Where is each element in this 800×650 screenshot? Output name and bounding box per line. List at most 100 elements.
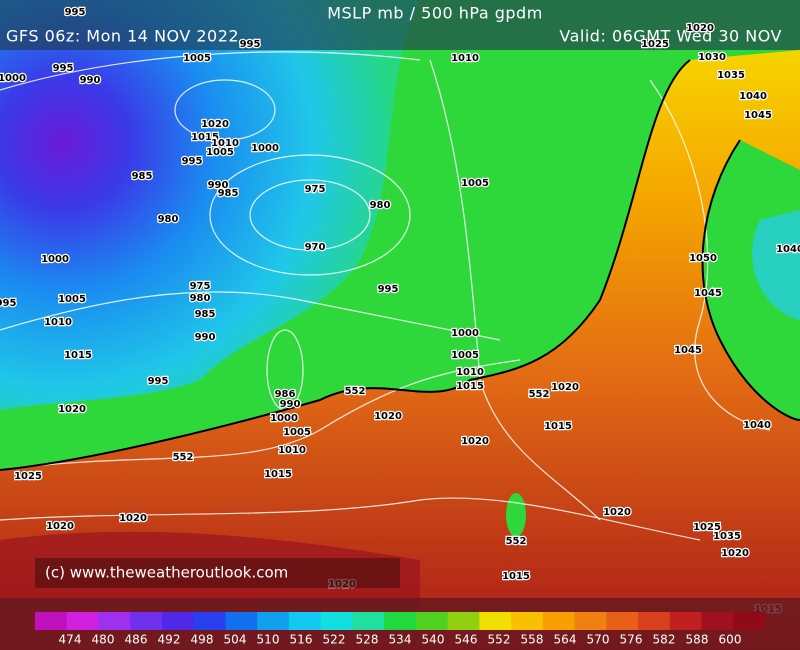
colorbar-label: 546 (455, 633, 478, 647)
colorbar-swatch (98, 612, 131, 630)
isobar-label: 1010 (211, 138, 239, 149)
isobar-label: 1005 (283, 427, 311, 438)
colorbar-label: 564 (554, 633, 577, 647)
cold-air (0, 0, 420, 410)
cyan-pocket (752, 210, 800, 320)
isobar-label: 1005 (461, 178, 489, 189)
isobar-label: 1005 (206, 147, 234, 158)
green-pocket (702, 140, 800, 420)
isobar-label: 995 (148, 376, 169, 387)
isobar-label: 1010 (451, 53, 479, 64)
colorbar-swatch (130, 612, 163, 630)
colorbar-swatch (288, 612, 322, 630)
isobar-label: 1000 (41, 254, 69, 265)
colorbar-swatch (574, 612, 607, 630)
isobar-label: 995 (378, 284, 399, 295)
isobar (0, 291, 501, 341)
isobar-label: 990 (208, 180, 229, 191)
isobar-label: 1045 (744, 110, 772, 121)
isobar-label: 1020 (58, 404, 86, 415)
title: MSLP mb / 500 hPa gpdm (327, 4, 543, 23)
isobar (429, 59, 601, 521)
colorbar-swatch (415, 612, 449, 630)
isobar-label: 1000 (270, 413, 298, 424)
colorbar-swatch (511, 612, 544, 630)
isobar-label: 1020 (721, 548, 749, 559)
isobar-label: 1020 (686, 23, 714, 34)
isobar-label: 1035 (713, 531, 741, 542)
isobar-label: 1000 (0, 73, 26, 84)
colorbar-swatch (35, 612, 68, 630)
isobar-label: 1020 (46, 521, 74, 532)
isobar (649, 79, 771, 431)
isobar-label: 1025 (693, 522, 721, 533)
isobar-label: 1010 (278, 445, 306, 456)
colorbar-label: 582 (653, 633, 676, 647)
isobar-label: 1020 (374, 411, 402, 422)
isobar-label: 995 (240, 39, 261, 50)
run-info: GFS 06z: Mon 14 NOV 2022 (6, 27, 239, 46)
isobar (0, 359, 521, 471)
isobar-label: 1050 (689, 253, 717, 264)
isobars (0, 51, 800, 541)
colorbar-swatch (542, 612, 576, 630)
isobar-label: 1020 (461, 436, 489, 447)
isobar-label: 985 (132, 171, 153, 182)
isobar-label: 1010 (456, 367, 484, 378)
isobar (174, 79, 276, 141)
colorbar-label: 558 (521, 633, 544, 647)
isobar-label: 1015 (64, 350, 92, 361)
colorbar-swatch (320, 612, 353, 630)
copyright-band (35, 558, 400, 588)
colorbar-label: 492 (158, 633, 181, 647)
colorbar-label: 528 (356, 633, 379, 647)
isobar-label: 1020 (551, 382, 579, 393)
green-cell (506, 493, 526, 537)
isobar-label: 1040 (776, 244, 800, 255)
colorbar-label: 474 (59, 633, 82, 647)
isobar-label: 1000 (451, 328, 479, 339)
isobar (0, 51, 421, 91)
isobar-label: 1025 (14, 471, 42, 482)
isobar-label: 986 (275, 389, 296, 400)
isobar-label: 980 (190, 293, 211, 304)
colorbar-swatch (66, 612, 99, 630)
colorbar-swatch (606, 612, 639, 630)
colorbar-label: 516 (290, 633, 313, 647)
colorbar-label: 534 (389, 633, 412, 647)
isobar-label: 1035 (717, 70, 745, 81)
valid-time: Valid: 06GMT Wed 30 NOV (559, 27, 782, 46)
isobar-label: 1045 (674, 345, 702, 356)
isobar-label: 1030 (698, 52, 726, 63)
colorbar-swatch (225, 612, 258, 630)
isobar-label: 1005 (183, 53, 211, 64)
isobar-label: 1015 (502, 571, 530, 582)
colorbar-swatch (193, 612, 226, 630)
isobar-label: 975 (305, 184, 326, 195)
isobar-label: 1015 (544, 421, 572, 432)
colorbar-label: 480 (92, 633, 115, 647)
colorbar-label: 498 (191, 633, 214, 647)
colorbar-label: 504 (224, 633, 247, 647)
header-band (0, 0, 800, 50)
isobar-label: 995 (0, 298, 16, 309)
isobar-label: 1010 (44, 317, 72, 328)
isobar (249, 179, 371, 251)
colorbar-swatch (161, 612, 195, 630)
colorbar-swatch (257, 612, 290, 630)
colorbar-swatch (447, 612, 480, 630)
isobar-label: 995 (65, 7, 86, 18)
isobar-label: 1025 (641, 39, 669, 50)
colorbar-swatch (638, 612, 671, 630)
isobar-label: 985 (218, 188, 239, 199)
colorbar-swatch (479, 612, 512, 630)
isobar-label: 995 (182, 156, 203, 167)
isobar-label: 1000 (251, 143, 279, 154)
colorbar-swatch (384, 612, 417, 630)
isobar-label: 995 (53, 63, 74, 74)
colorbar-label: 540 (422, 633, 445, 647)
isobar-label: 552 (529, 389, 550, 400)
isobar-label: 1045 (694, 288, 722, 299)
